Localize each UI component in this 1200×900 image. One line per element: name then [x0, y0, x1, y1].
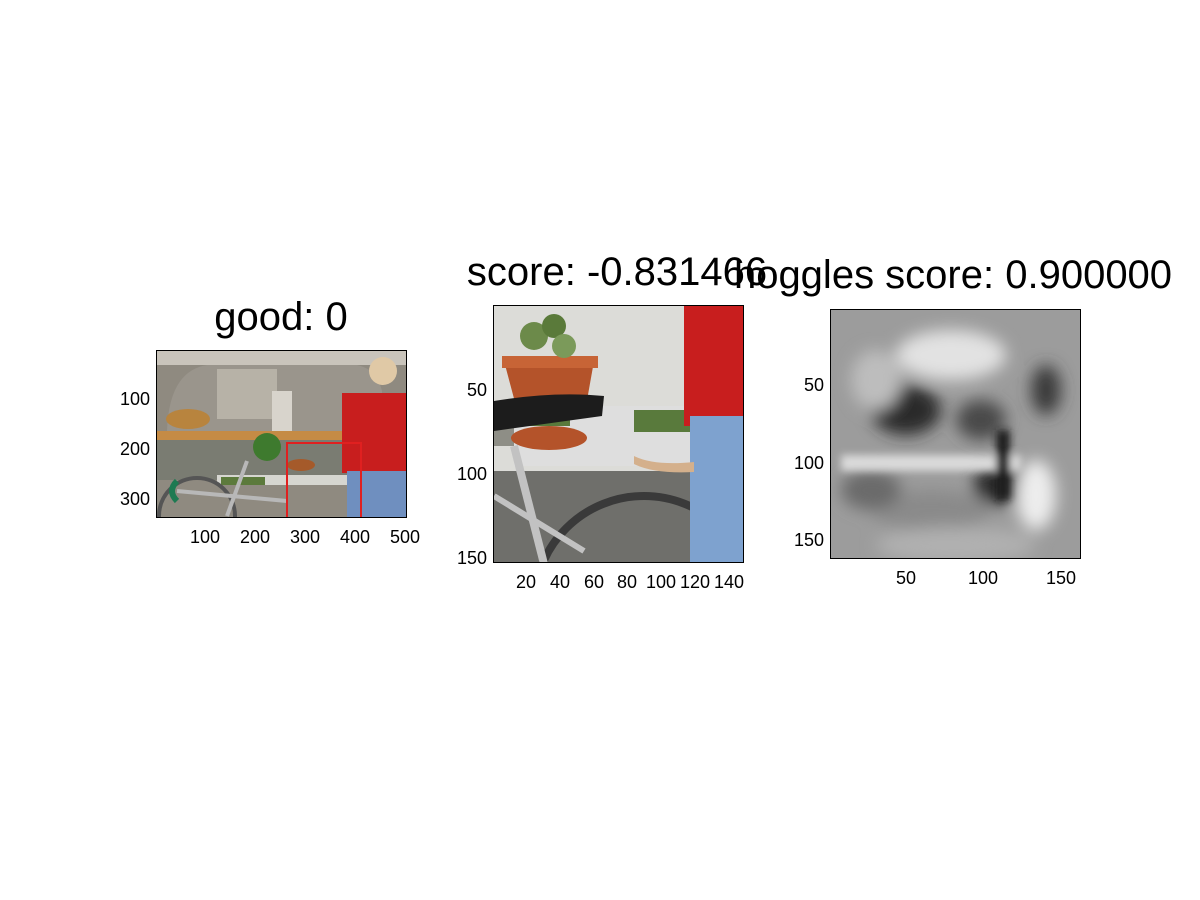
panel1-xtick: 100 — [189, 527, 221, 547]
panel2-ytick: 100 — [456, 464, 487, 484]
panel1-ytick: 200 — [119, 439, 150, 459]
panel2-xtick: 40 — [549, 572, 571, 592]
cropped-patch-image — [494, 306, 743, 562]
kitchen-scene-image — [157, 351, 406, 517]
panel2-title: score: -0.831466 — [466, 250, 768, 294]
panel3-xtick: 100 — [967, 568, 999, 588]
panel1-xtick: 400 — [339, 527, 371, 547]
panel3-title: hoggles score: 0.900000 — [733, 253, 1173, 297]
panel2-xtick: 60 — [583, 572, 605, 592]
panel1-xtick: 300 — [289, 527, 321, 547]
panel3-image-axes — [830, 309, 1081, 559]
panel3-xtick: 150 — [1045, 568, 1077, 588]
panel3-ytick: 50 — [803, 375, 824, 395]
panel3-xtick: 50 — [895, 568, 917, 588]
panel2-xtick: 80 — [616, 572, 638, 592]
panel3-ytick: 150 — [793, 530, 824, 550]
panel1-xtick: 500 — [389, 527, 421, 547]
panel2-image-axes — [493, 305, 744, 563]
hog-inversion-image — [831, 310, 1080, 558]
panel2-xtick: 100 — [645, 572, 677, 592]
panel2-ytick: 50 — [466, 380, 487, 400]
panel3-ytick: 100 — [793, 453, 824, 473]
panel1-image-axes — [156, 350, 407, 518]
panel1-ytick: 100 — [119, 389, 150, 409]
detection-box — [286, 442, 362, 517]
panel2-xtick: 120 — [679, 572, 711, 592]
panel1-xtick: 200 — [239, 527, 271, 547]
panel2-xtick: 140 — [713, 572, 745, 592]
panel1-ytick: 300 — [119, 489, 150, 509]
panel1-title: good: 0 — [214, 295, 348, 339]
panel2-ytick: 150 — [456, 548, 487, 568]
panel2-xtick: 20 — [515, 572, 537, 592]
